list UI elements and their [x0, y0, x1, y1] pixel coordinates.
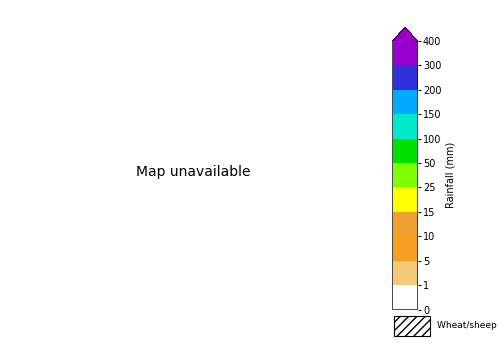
Text: Wheat/sheep zone: Wheat/sheep zone [436, 321, 500, 330]
Y-axis label: Rainfall (mm): Rainfall (mm) [446, 142, 456, 208]
Bar [394, 316, 430, 336]
Text: Map unavailable: Map unavailable [136, 165, 251, 179]
PathPatch shape [392, 28, 417, 41]
